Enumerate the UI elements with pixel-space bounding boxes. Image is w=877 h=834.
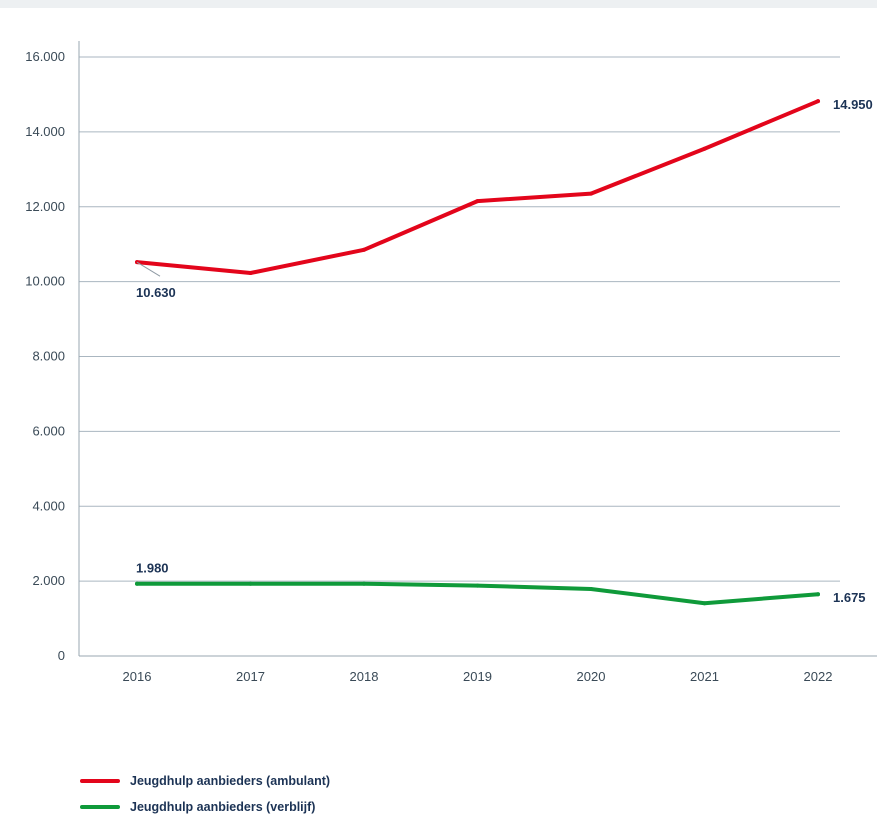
data-point xyxy=(475,583,480,588)
data-point xyxy=(362,581,366,586)
data-label: 1.980 xyxy=(136,561,169,576)
chart-card: 0 2.000 4.000 6.000 8.000 10.000 12.000 14.000 1… xyxy=(0,8,877,834)
legend-label-ambulant: Jeugdhulp aanbieders (ambulant) xyxy=(130,774,331,788)
line-chart: 0 2.000 4.000 6.000 8.000 10.000 12.000 14.000 1… xyxy=(25,41,877,684)
y-tick-label: 8.000 xyxy=(32,349,65,364)
data-point xyxy=(589,586,593,591)
legend-label-verblijf: Jeugdhulp aanbieders (verblijf) xyxy=(130,800,316,814)
y-tick-label: 12.000 xyxy=(25,199,65,214)
data-point xyxy=(135,581,139,586)
data-point xyxy=(248,581,253,586)
legend-swatch-verblijf xyxy=(80,805,120,809)
series-line-0 xyxy=(135,99,820,276)
data-label: 14.950 xyxy=(833,97,873,112)
x-tick-label: 2018 xyxy=(350,669,379,684)
data-labels: 10.630 14.950 1.980 1.675 xyxy=(136,97,873,605)
data-point xyxy=(589,191,593,196)
x-tick-label: 2020 xyxy=(577,669,606,684)
data-point xyxy=(475,199,480,204)
legend: Jeugdhulp aanbieders (ambulant) Jeugdhul… xyxy=(80,768,330,820)
y-tick-label: 0 xyxy=(58,648,65,663)
y-tick-label: 14.000 xyxy=(25,124,65,139)
legend-item-verblijf: Jeugdhulp aanbieders (verblijf) xyxy=(80,794,330,820)
y-tick-label: 16.000 xyxy=(25,49,65,64)
legend-item-ambulant: Jeugdhulp aanbieders (ambulant) xyxy=(80,768,330,794)
y-tick-label: 6.000 xyxy=(32,423,65,438)
x-tick-label: 2016 xyxy=(123,669,152,684)
data-label: 1.675 xyxy=(833,590,866,605)
data-point xyxy=(248,271,253,276)
x-tick-label: 2022 xyxy=(804,669,833,684)
data-point xyxy=(816,592,820,597)
data-point xyxy=(362,247,366,252)
data-label: 10.630 xyxy=(136,285,176,300)
data-point xyxy=(702,146,707,151)
x-tick-label: 2017 xyxy=(236,669,265,684)
data-point xyxy=(816,99,820,104)
label-leader-line xyxy=(136,261,161,277)
y-tick-label: 2.000 xyxy=(32,573,65,588)
y-tick-label: 4.000 xyxy=(32,498,65,513)
x-tick-label: 2021 xyxy=(690,669,719,684)
y-tick-label: 10.000 xyxy=(25,274,65,289)
gridlines xyxy=(79,56,840,582)
series-lines xyxy=(135,99,820,606)
legend-swatch-ambulant xyxy=(80,779,120,783)
data-point xyxy=(702,601,707,606)
x-tick-label: 2019 xyxy=(463,669,492,684)
y-axis-ticks: 0 2.000 4.000 6.000 8.000 10.000 12.000 14.000 1… xyxy=(25,49,65,663)
x-axis-ticks: 2016 2017 2018 2019 2020 2021 2022 xyxy=(123,669,833,684)
